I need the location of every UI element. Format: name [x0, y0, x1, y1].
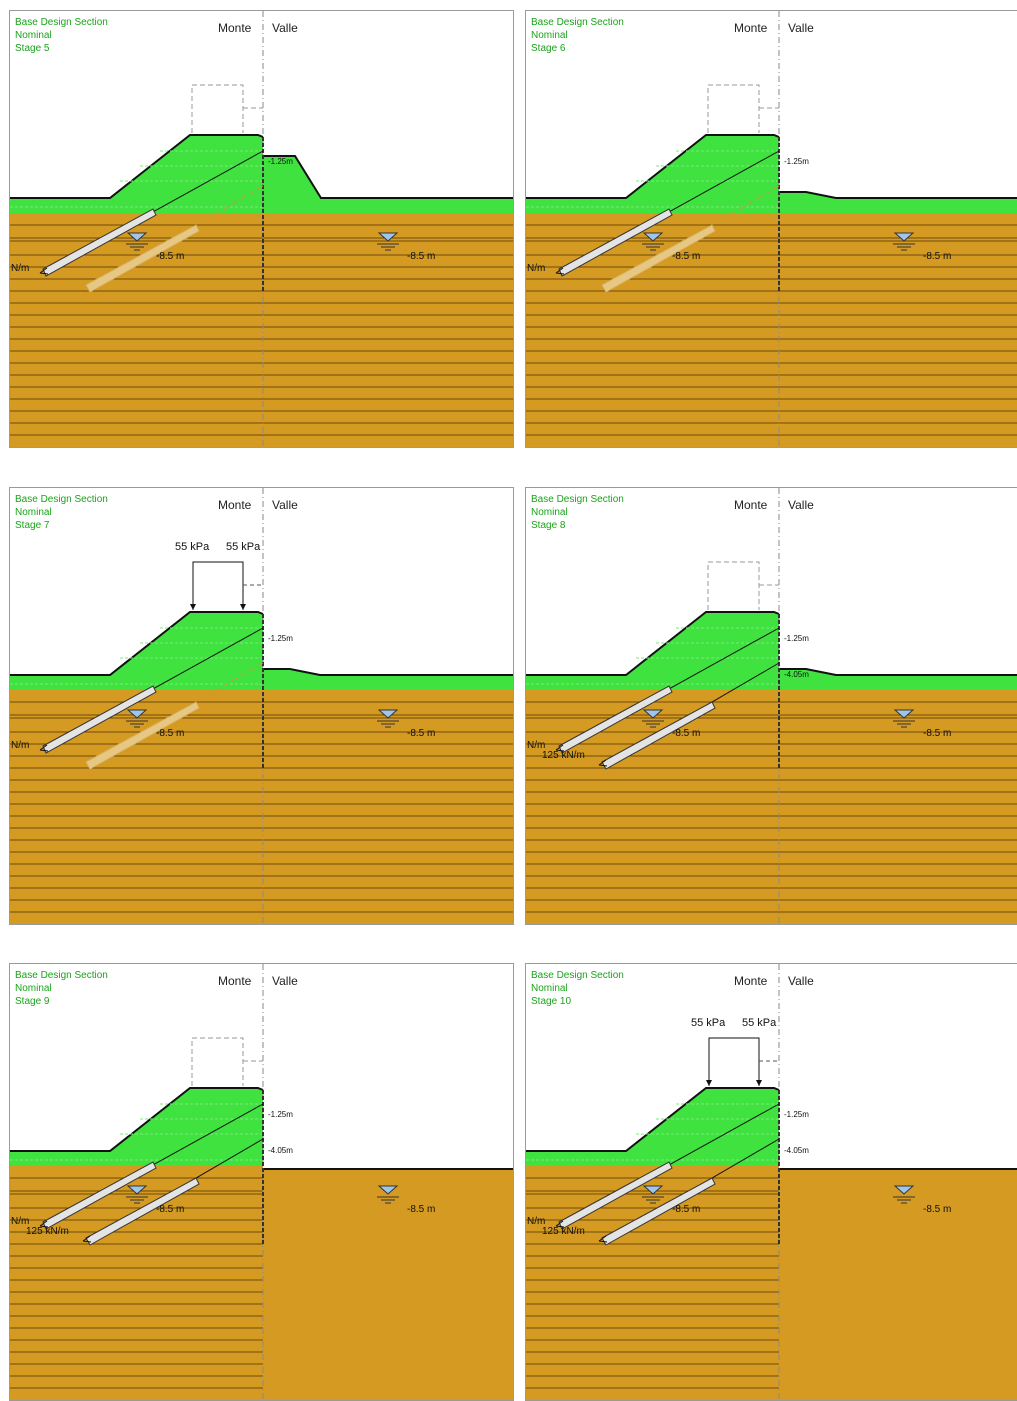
water-table-left-label: -8.5 m [156, 1204, 185, 1215]
monte-label: Monte [734, 974, 768, 988]
panel-header: Base Design Section Nominal Stage 7 [15, 493, 108, 532]
panel-header: Base Design Section Nominal Stage 5 [15, 16, 108, 55]
valle-label: Valle [788, 21, 814, 35]
monte-label: Monte [218, 498, 252, 512]
panel-header: Base Design Section Nominal Stage 10 [531, 969, 624, 1008]
stage-panel-9: Base Design Section Nominal Stage 9 Mont… [9, 963, 514, 1401]
water-table-right-label: -8.5 m [923, 251, 952, 262]
monte-label: Monte [734, 498, 768, 512]
water-table-right-label: -8.5 m [923, 728, 952, 739]
section-drawing [526, 488, 1017, 924]
water-table-right-label: -8.5 m [407, 728, 436, 739]
surcharge-left-label: 55 kPa [175, 541, 210, 553]
section-drawing [10, 11, 513, 447]
anchor1-force-label: N/m [527, 1216, 546, 1227]
panel-header: Base Design Section Nominal Stage 8 [531, 493, 624, 532]
valle-label: Valle [272, 21, 298, 35]
anchor2-elevation: -4.05m [268, 1146, 293, 1155]
surcharge-right-label: 55 kPa [226, 541, 261, 553]
anchor1-elevation: -1.25m [784, 634, 809, 643]
water-table-left-label: -8.5 m [672, 251, 701, 262]
stage-label: Stage 7 [15, 520, 50, 531]
anchor2-force-label: 125 kN/m [26, 1226, 69, 1237]
section-title: Base Design Section [15, 17, 108, 28]
anchor2-elevation: -4.05m [784, 1146, 809, 1155]
valle-label: Valle [788, 498, 814, 512]
anchor1-elevation: -1.25m [784, 157, 809, 166]
stage-panel-5: Base Design Section Nominal Stage 5 Mont… [9, 10, 514, 448]
section-drawing [10, 488, 513, 924]
stage-panel-10: Base Design Section Nominal Stage 10 Mon… [525, 963, 1017, 1401]
anchor1-force-label: N/m [11, 1216, 30, 1227]
stage-label: Stage 10 [531, 996, 572, 1007]
design-case: Nominal [531, 30, 568, 41]
water-table-right-label: -8.5 m [407, 251, 436, 262]
design-case: Nominal [531, 983, 568, 994]
stage-label: Stage 9 [15, 996, 50, 1007]
panel-header: Base Design Section Nominal Stage 6 [531, 16, 624, 55]
section-drawing [526, 11, 1017, 447]
water-table-left-label: -8.5 m [672, 1204, 701, 1215]
section-title: Base Design Section [531, 17, 624, 28]
design-case: Nominal [15, 983, 52, 994]
section-drawing [526, 964, 1017, 1400]
anchor1-force-label: N/m [11, 263, 30, 274]
surcharge-right-label: 55 kPa [742, 1017, 777, 1029]
water-table-right-label: -8.5 m [407, 1204, 436, 1215]
embankment [10, 135, 513, 213]
anchor2-force-label: 125 kN/m [542, 750, 585, 761]
valle-label: Valle [272, 498, 298, 512]
panel-header: Base Design Section Nominal Stage 9 [15, 969, 108, 1008]
monte-label: Monte [218, 21, 252, 35]
anchor1-elevation: -1.25m [268, 634, 293, 643]
anchor1-force-label: N/m [11, 740, 30, 751]
section-title: Base Design Section [15, 494, 108, 505]
anchor1-elevation: -1.25m [784, 1110, 809, 1119]
anchor1-force-label: N/m [527, 740, 546, 751]
stage-panel-7: Base Design Section Nominal Stage 7 Mont… [9, 487, 514, 925]
valle-label: Valle [272, 974, 298, 988]
anchor1-force-label: N/m [527, 263, 546, 274]
section-drawing [10, 964, 513, 1400]
water-table-right-label: -8.5 m [923, 1204, 952, 1215]
water-table-left-label: -8.5 m [156, 728, 185, 739]
valle-label: Valle [788, 974, 814, 988]
design-case: Nominal [15, 507, 52, 518]
section-title: Base Design Section [531, 970, 624, 981]
stage-label: Stage 8 [531, 520, 566, 531]
anchor2-force-label: 125 kN/m [542, 1226, 585, 1237]
embankment [526, 612, 1017, 690]
embankment [10, 612, 513, 690]
anchor1-elevation: -1.25m [268, 1110, 293, 1119]
monte-label: Monte [218, 974, 252, 988]
surcharge-left-label: 55 kPa [691, 1017, 726, 1029]
stage-panel-8: Base Design Section Nominal Stage 8 Mont… [525, 487, 1017, 925]
design-case: Nominal [531, 507, 568, 518]
water-table-left-label: -8.5 m [672, 728, 701, 739]
embankment [526, 1088, 779, 1166]
water-table-left-label: -8.5 m [156, 251, 185, 262]
stage-panel-6: Base Design Section Nominal Stage 6 Mont… [525, 10, 1017, 448]
monte-label: Monte [734, 21, 768, 35]
section-title: Base Design Section [15, 970, 108, 981]
design-case: Nominal [15, 30, 52, 41]
stage-label: Stage 5 [15, 43, 50, 54]
anchor2-elevation: -4.05m [784, 670, 809, 679]
section-title: Base Design Section [531, 494, 624, 505]
embankment [526, 135, 1017, 213]
embankment [10, 1088, 263, 1166]
stage-label: Stage 6 [531, 43, 566, 54]
anchor1-elevation: -1.25m [268, 157, 293, 166]
